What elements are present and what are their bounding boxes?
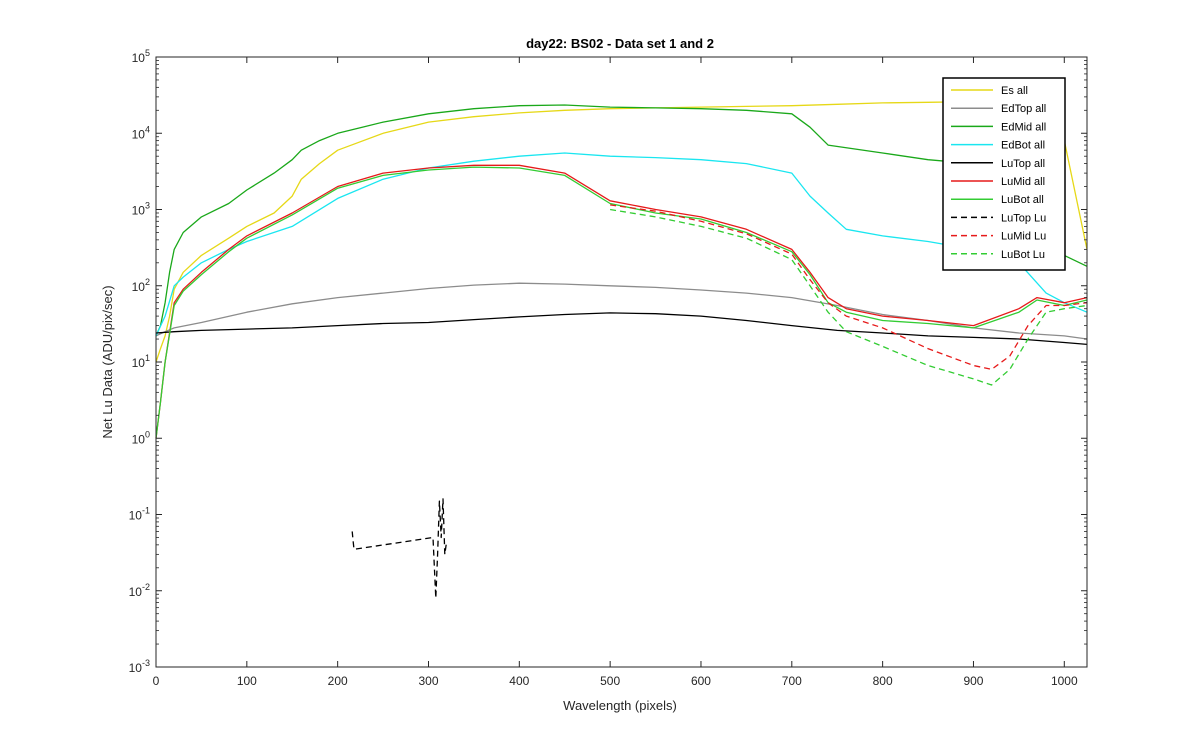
legend: Es all EdTop all EdMid all EdBot all LuTop a… [942,77,1066,271]
series-line-4 [155,312,1088,346]
series-line-5 [155,164,1088,439]
legend-entry-3: EdBot all [1001,140,1045,152]
legend-entry-1: EdTop all [1001,103,1046,115]
series-group [155,100,1088,599]
series-line-6 [155,166,1088,439]
y-tick-label: 10-3 [129,658,150,675]
y-tick-label: 102 [132,277,150,294]
series-line-8 [610,204,1088,371]
legend-entry-4: LuTop all [1001,158,1045,170]
y-tick-label: 105 [132,48,150,65]
y-tick-label: 101 [132,353,150,370]
x-tick-label: 200 [328,674,348,688]
x-tick-label: 700 [782,674,802,688]
y-tick-label: 10-1 [129,506,150,523]
legend-entry-9: LuBot Lu [1001,249,1045,261]
legend-entry-8: LuMid Lu [1001,231,1046,243]
legend-entry-0: Es all [1001,85,1028,97]
chart-title: day22: BS02 - Data set 1 and 2 [526,36,714,51]
x-tick-label: 0 [153,674,160,688]
x-tick-label: 900 [963,674,983,688]
y-tick-label: 10-2 [129,582,150,599]
x-tick-label: 1000 [1051,674,1078,688]
x-tick-label: 800 [873,674,893,688]
x-tick-label: 300 [418,674,438,688]
series-line-9 [609,208,1088,386]
legend-entry-7: LuTop Lu [1001,212,1046,224]
legend-entry-6: LuBot all [1001,194,1044,206]
legend-box [942,77,1066,271]
series-line-0 [155,100,1088,363]
x-tick-label: 600 [691,674,711,688]
y-axis-label: Net Lu Data (ADU/pix/sec) [100,285,115,438]
y-tick-label: 103 [132,201,150,218]
x-axis-label: Wavelength (pixels) [563,698,677,713]
series-line-2 [155,104,1088,337]
y-tick-label: 100 [132,429,150,446]
plot-area: 0 100 200 300 400 500 600 700 800 900 1000 10-3 10-2… [129,48,1088,688]
y-tick-label: 104 [132,124,150,141]
x-tick-label: 500 [600,674,620,688]
series-line-7 [351,498,448,599]
legend-entry-5: LuMid all [1001,176,1045,188]
legend-entry-2: EdMid all [1001,121,1046,133]
x-tick-label: 400 [509,674,529,688]
x-tick-label: 100 [237,674,257,688]
